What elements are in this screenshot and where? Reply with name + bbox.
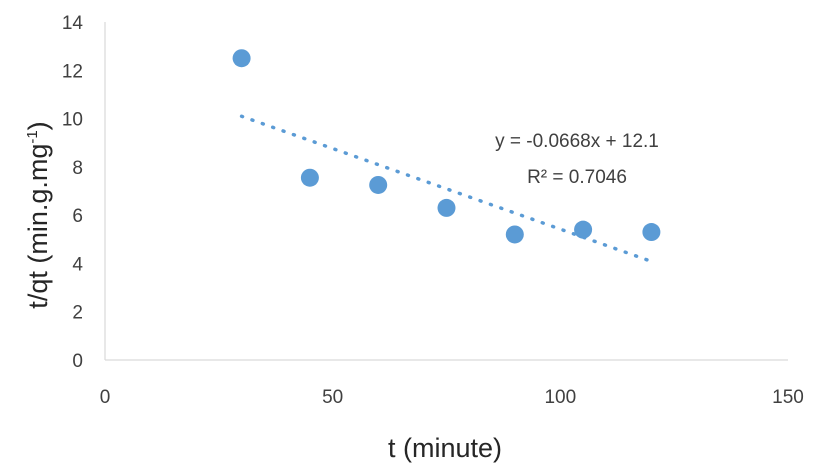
y-axis-title-close: ) <box>23 121 53 130</box>
trendline-equation: y = -0.0668x + 12.1 <box>495 131 659 152</box>
data-point <box>369 175 388 194</box>
data-point <box>505 225 524 244</box>
data-point <box>642 223 661 242</box>
x-tick-label: 0 <box>100 387 111 408</box>
y-axis-title: t/qt (min.g.mg-1) <box>23 121 53 308</box>
data-point <box>232 49 251 68</box>
data-point <box>437 198 456 217</box>
y-tick-label: 4 <box>72 254 83 275</box>
y-axis-title-main: t/qt (min.g.mg <box>23 144 53 309</box>
x-axis-title: t (minute) <box>388 433 502 463</box>
y-tick-label: 14 <box>62 13 84 34</box>
y-axis-title-superscript: -1 <box>24 130 41 143</box>
y-tick-label: 12 <box>62 61 83 82</box>
trendline-r-squared: R² = 0.7046 <box>527 167 627 188</box>
y-tick-label: 10 <box>62 110 83 131</box>
x-tick-label: 50 <box>322 387 343 408</box>
x-tick-label: 100 <box>544 387 576 408</box>
y-tick-label: 2 <box>72 303 83 324</box>
y-tick-label: 8 <box>72 158 83 179</box>
data-point <box>574 220 593 239</box>
data-point <box>300 168 319 187</box>
y-tick-label: 6 <box>72 206 83 227</box>
svg-text:t/qt (min.g.mg-1): t/qt (min.g.mg-1) <box>23 121 53 308</box>
x-tick-label: 150 <box>772 387 804 408</box>
y-tick-label: 0 <box>72 351 83 372</box>
